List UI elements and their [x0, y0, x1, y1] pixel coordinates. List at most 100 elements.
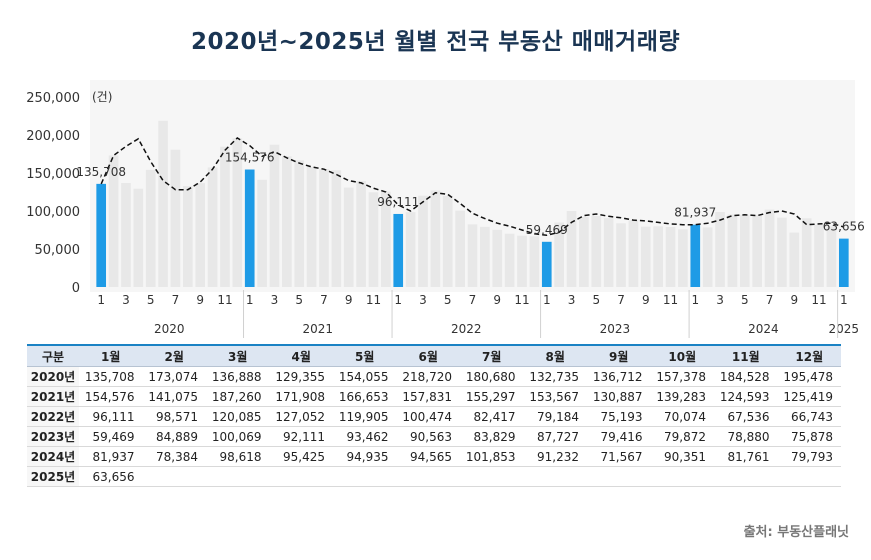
- bar: [653, 226, 663, 287]
- x-year-label: 2024: [748, 322, 779, 336]
- table-cell: 75,193: [587, 406, 651, 427]
- table-cell: 79,184: [523, 406, 587, 427]
- table-cell: 171,908: [269, 386, 333, 407]
- table-cell: 166,653: [333, 386, 397, 407]
- table-row: 2025년 63,656: [27, 466, 841, 487]
- x-month-tick-label: 1: [97, 293, 105, 307]
- table-cell: 120,085: [206, 406, 270, 427]
- table-cell: 195,478: [777, 366, 841, 387]
- x-month-tick-label: 5: [592, 293, 600, 307]
- table-cell: 79,872: [650, 426, 714, 447]
- table-header-month: 3월: [228, 349, 248, 364]
- bar: [244, 169, 255, 287]
- x-month-tick-label: 3: [122, 293, 130, 307]
- table-row: 2023년 59,469 84,889 100,069 92,111 93,462 90,5…: [27, 426, 841, 447]
- table-cell: 124,593: [714, 386, 778, 407]
- bar: [517, 235, 527, 287]
- table-cell: 119,905: [333, 406, 397, 427]
- x-month-tick-label: 5: [147, 293, 155, 307]
- table-header-month: 9월: [609, 349, 629, 364]
- table-cell: 67,536: [714, 406, 778, 427]
- data-label: 63,656: [823, 220, 865, 234]
- data-label: 96,111: [377, 195, 419, 209]
- table-cell: 125,419: [777, 386, 841, 407]
- bar: [430, 190, 441, 287]
- table-cell: [460, 466, 524, 487]
- bar: [319, 168, 329, 287]
- x-year-label: 2023: [600, 322, 631, 336]
- bar: [616, 223, 626, 287]
- table-row: 2022년 96,111 98,571 120,085 127,052 119,905 10…: [27, 406, 841, 427]
- table-cell: 184,528: [714, 366, 778, 387]
- table-row: 2021년 154,576 141,075 187,260 171,908 166,653…: [27, 386, 841, 407]
- x-month-tick-label: 1: [691, 293, 699, 307]
- bar: [183, 186, 193, 287]
- x-month-tick-label: 1: [246, 293, 254, 307]
- bar: [579, 216, 589, 287]
- table-cell: [206, 466, 270, 487]
- table-cell: 92,111: [269, 426, 333, 447]
- x-month-tick-label: 7: [766, 293, 774, 307]
- table-cell: 139,283: [650, 386, 714, 407]
- data-label: 59,469: [526, 223, 568, 237]
- bar: [690, 224, 701, 287]
- bar: [381, 191, 391, 287]
- table-cell: 79,793: [777, 446, 841, 467]
- bar: [133, 188, 144, 287]
- y-tick-label: 100,000: [26, 205, 80, 220]
- table-row: 2020년 135,708 173,074 136,888 129,355 154,055…: [27, 366, 841, 387]
- table-cell: 157,378: [650, 366, 714, 387]
- table-cell: 94,565: [396, 446, 460, 467]
- monthly-volume-table: 구분 1월 2월 3월 4월 5월 6월 7월 8월 9월 10월 11월 12월 2020년 135,7…: [27, 344, 841, 487]
- table-header-month: 11월: [731, 349, 760, 364]
- bar: [764, 209, 775, 287]
- bar: [702, 227, 713, 287]
- table-cell: 136,712: [587, 366, 651, 387]
- x-month-tick-label: 1: [840, 293, 848, 307]
- x-year-label: 2022: [451, 322, 482, 336]
- bar: [554, 222, 564, 287]
- x-month-tick-label: 7: [617, 293, 625, 307]
- x-month-tick-label: 11: [811, 293, 826, 307]
- table-header-month: 10월: [668, 349, 697, 364]
- table-cell: 93,462: [333, 426, 397, 447]
- bar: [368, 192, 379, 287]
- bar: [665, 227, 676, 287]
- y-axis: 0 50,000 100,000 150,000 200,000 250,000: [26, 91, 80, 296]
- bar: [294, 160, 305, 287]
- table-cell: 75,878: [777, 426, 841, 447]
- x-year-label: 2021: [303, 322, 334, 336]
- bar: [739, 214, 750, 287]
- y-unit-label: (건): [92, 90, 112, 104]
- bar: [121, 182, 131, 287]
- data-label: 154,576: [225, 151, 275, 165]
- table-cell: 84,889: [142, 426, 206, 447]
- table-cell: 81,937: [79, 446, 143, 467]
- table-cell: 129,355: [269, 366, 333, 387]
- bar: [393, 213, 404, 287]
- table-cell: 135,708: [79, 366, 143, 387]
- bar: [145, 169, 156, 287]
- bar: [331, 170, 342, 287]
- table-cell: [142, 466, 206, 487]
- table-cell: 132,735: [523, 366, 587, 387]
- table-cell: 83,829: [460, 426, 524, 447]
- table-header-month: 6월: [418, 349, 438, 364]
- bar: [269, 144, 280, 287]
- table-header-month: 1월: [101, 349, 121, 364]
- x-month-tick-label: 11: [663, 293, 678, 307]
- bar: [480, 226, 490, 287]
- table-cell: 218,720: [396, 366, 460, 387]
- bar: [504, 233, 515, 287]
- x-month-tick-label: 5: [295, 293, 303, 307]
- bar: [715, 212, 725, 287]
- chart-title: 2020년~2025년 월별 전국 부동산 매매거래량: [190, 29, 681, 55]
- bar: [678, 229, 688, 287]
- bar: [789, 232, 800, 287]
- x-month-tick-label: 9: [345, 293, 353, 307]
- x-year-label: 2025: [829, 322, 860, 336]
- table-cell: 100,069: [206, 426, 270, 447]
- table-cell: 153,567: [523, 386, 587, 407]
- table-cell: 71,567: [587, 446, 651, 467]
